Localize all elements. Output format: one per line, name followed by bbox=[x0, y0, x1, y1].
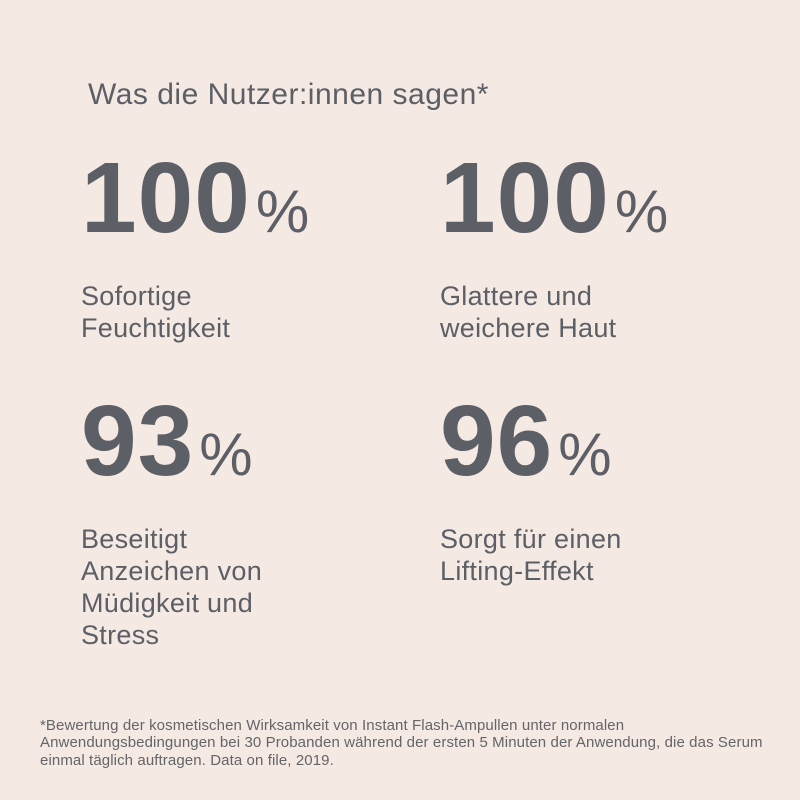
stat-value-row: 93% bbox=[81, 391, 411, 521]
stat-value: 96 bbox=[440, 385, 554, 497]
stat-card-lifting-effekt: 96% Sorgt für einen Lifting-Effekt bbox=[440, 391, 770, 587]
stat-value-row: 100% bbox=[81, 148, 411, 278]
stat-value: 93 bbox=[81, 385, 195, 497]
page-title: Was die Nutzer:innen sagen* bbox=[88, 78, 489, 111]
stat-unit-percent: % bbox=[558, 421, 612, 488]
stat-value: 100 bbox=[440, 142, 610, 254]
stat-label: Glattere und weichere Haut bbox=[440, 281, 617, 343]
stat-label: Sofortige Feuchtigkeit bbox=[81, 281, 231, 343]
stat-card-muedigkeit-stress: 93% Beseitigt Anzeichen von Müdigkeit un… bbox=[81, 391, 411, 651]
stat-unit-percent: % bbox=[199, 421, 253, 488]
footnote: *Bewertung der kosmetischen Wirksamkeit … bbox=[40, 717, 763, 769]
stat-value: 100 bbox=[81, 142, 251, 254]
stat-card-glattere-haut: 100% Glattere und weichere Haut bbox=[440, 148, 770, 344]
stat-label: Beseitigt Anzeichen von Müdigkeit und St… bbox=[81, 524, 263, 650]
stat-value-row: 96% bbox=[440, 391, 770, 521]
stat-value-row: 100% bbox=[440, 148, 770, 278]
stat-unit-percent: % bbox=[255, 178, 310, 245]
stat-card-sofortige-feuchtigkeit: 100% Sofortige Feuchtigkeit bbox=[81, 148, 411, 344]
stat-unit-percent: % bbox=[614, 178, 669, 245]
stat-label: Sorgt für einen Lifting-Effekt bbox=[440, 524, 622, 586]
